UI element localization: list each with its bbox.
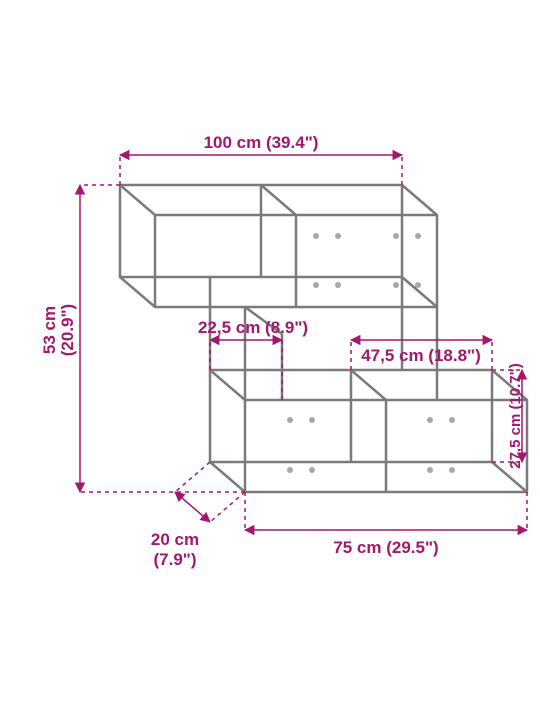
label-top-width: 100 cm (39.4"): [204, 133, 319, 152]
furniture: [120, 185, 527, 492]
label-bottom-width: 75 cm (29.5"): [333, 538, 438, 557]
label-inner-right: 47,5 cm (18.8"): [361, 346, 481, 365]
label-right-height: 27,5 cm (10.7"): [507, 363, 524, 469]
dimension-diagram: 100 cm (39.4") 53 cm (20.9") 22,5 cm (8.…: [0, 0, 540, 720]
label-left-height-l1: 53 cm: [40, 306, 59, 354]
dimension-lines: [80, 155, 527, 530]
label-depth-l1: 20 cm: [151, 530, 199, 549]
label-left-height-l2: (20.9"): [58, 304, 77, 356]
label-depth-l2: (7.9"): [153, 550, 196, 569]
label-inner-left: 22,5 cm (8.9"): [198, 318, 308, 337]
